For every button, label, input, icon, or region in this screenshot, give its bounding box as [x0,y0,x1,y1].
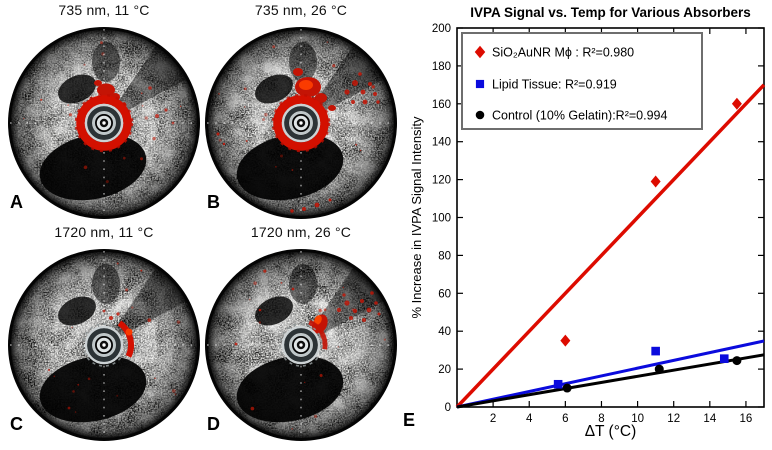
panel-title-c: 1720 nm, 11 °C [54,224,154,240]
catheter-rings-d [279,323,323,367]
ivus-panel-a: 735 nm, 11 °C A [6,0,202,222]
ivus-scan-b [205,27,397,219]
ivus-scan-d [205,249,397,441]
y-tick-label: 40 [438,326,451,338]
fit-line-diamond [455,83,766,409]
x-tick-label: 10 [631,413,644,425]
y-tick-label: 20 [438,364,451,376]
x-axis-label: ΔT (°C) [585,423,637,440]
ivus-scan-c [8,249,200,441]
x-tick-label: 4 [526,413,533,425]
ivus-panel-d: 1720 nm, 26 °C D [203,222,399,444]
panel-title-b: 735 nm, 26 °C [254,2,348,18]
legend-box [461,32,703,130]
panel-letter-c: C [10,414,23,434]
panel-letter-a: A [10,192,23,212]
panel-letter-b: B [207,192,220,212]
y-tick-label: 140 [432,137,451,149]
ivpa-signal-chart: IVPA Signal vs. Temp for Various Absorbe… [408,0,772,450]
ivus-panel-c: 1720 nm, 11 °C C [6,222,202,444]
fit-line-circle [456,353,765,409]
y-tick-label: 180 [432,61,451,73]
y-axis-label: % Increase in IVPA Signal Intensity [409,116,424,319]
legend-entry-label: Control (10% Gelatin):R²=0.994 [492,109,667,123]
legend-entry-label: SiO₂AuNR Mϕ : R²=0.980 [492,46,634,60]
panel-title-d: 1720 nm, 26 °C [250,224,352,240]
legend-entry-label: Lipid Tissue: R²=0.919 [492,78,617,92]
catheter-rings-a [74,93,134,153]
y-tick-label: 200 [432,23,451,35]
ivus-image-d [204,248,398,442]
x-tick-label: 8 [598,413,604,425]
x-tick-label: 16 [740,413,753,425]
y-tick-label: 100 [432,213,451,225]
catheter-rings-c [82,323,126,367]
panel-letter-e: E [403,410,416,430]
ivpa-chart-svg: IVPA Signal vs. Temp for Various Absorbe… [409,5,766,440]
chart-title: IVPA Signal vs. Temp for Various Absorbe… [470,5,751,20]
ivus-image-b [204,26,398,220]
fit-line-square [456,339,765,409]
ivus-image-c [7,248,201,442]
y-tick-label: 80 [438,250,451,262]
y-tick-label: 0 [445,402,451,414]
x-tick-label: 2 [490,413,496,425]
x-tick-label: 6 [562,413,568,425]
x-tick-label: 14 [703,413,716,425]
legend: SiO₂AuNR Mϕ : R²=0.980 Lipid Tissue: R²=0… [461,32,703,130]
y-tick-label: 60 [438,288,451,300]
y-tick-label: 120 [432,175,451,187]
catheter-rings-b [271,93,331,153]
y-tick-label: 160 [432,99,451,111]
ivus-scan-a [8,27,200,219]
x-tick-label: 12 [667,413,680,425]
ivus-panel-b: 735 nm, 26 °C B [203,0,399,222]
panel-title-a: 735 nm, 11 °C [58,2,150,18]
panel-letter-d: D [207,414,220,434]
ivus-image-a [7,26,201,220]
